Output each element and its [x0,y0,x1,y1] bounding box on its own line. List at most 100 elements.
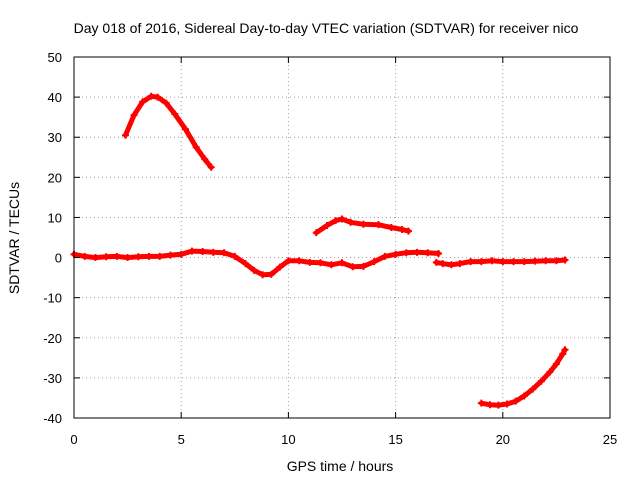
plot-frame [73,56,611,419]
y-tick-label: 50 [48,50,62,65]
data-point [267,270,275,278]
data-point [477,258,485,266]
data-point [552,360,560,368]
data-point [113,252,121,260]
x-tick-label: 25 [603,432,617,447]
data-point [561,256,569,264]
data-point [434,250,442,258]
data-point [495,401,503,409]
data-point [259,271,267,279]
y-tick-label: 20 [48,170,62,185]
data-point [209,248,217,256]
data-point [387,223,395,231]
data-point [561,346,569,354]
data-point [147,92,155,100]
data-point [546,368,554,376]
data-point [404,227,412,235]
series-layer [70,92,569,409]
data-point [231,252,239,260]
data-point [488,257,496,265]
data-point [192,143,200,151]
data-point [447,261,455,269]
ticks: 0 5 10 15 20 25 -40 -30 -20 -10 0 10 20 30 40 50 [43,50,617,447]
data-point [392,250,400,258]
data-point [156,252,164,260]
data-point [332,217,340,225]
data-point [242,260,250,268]
data-point [181,125,189,133]
series-arc-upper-left [121,92,215,171]
data-point [398,225,406,233]
y-tick-label: 40 [48,90,62,105]
y-tick-label: -20 [43,331,62,346]
y-tick-label: -30 [43,371,62,386]
x-tick-label: 0 [70,432,77,447]
data-point [413,248,421,256]
y-tick-label: 10 [48,210,62,225]
data-point [91,254,99,262]
data-point [199,248,207,256]
data-point [439,260,447,268]
series-line [313,216,411,236]
data-point [559,350,567,358]
data-point [306,258,314,266]
data-point [359,220,367,228]
data-point [537,377,545,385]
data-point [124,254,132,262]
data-point [207,163,215,171]
x-tick-label: 15 [388,432,402,447]
data-point [312,229,320,237]
chart-title: Day 018 of 2016, Sidereal Day-to-day VTE… [74,20,579,36]
data-point [121,131,129,139]
data-point [381,252,389,260]
data-point [424,249,432,257]
data-point [188,247,196,255]
data-point [102,253,110,261]
data-point [432,258,440,266]
y-tick-label: 0 [55,251,62,266]
y-tick-label: -10 [43,291,62,306]
data-point [531,257,539,265]
data-point [499,258,507,266]
data-point [171,110,179,118]
data-point [139,98,147,106]
data-point [374,221,382,229]
data-point [134,253,142,261]
data-point [220,249,228,257]
data-point [276,263,284,271]
data-point [284,257,292,265]
data-point [552,257,560,265]
series-arc-lower-right [477,346,569,409]
data-point [201,155,209,163]
data-point [520,392,528,400]
data-point [166,251,174,259]
series-baseline-a [70,247,442,279]
data-point [250,266,258,274]
data-point [154,93,162,101]
series-baseline-b [432,256,569,269]
data-point [542,257,550,265]
data-point [349,263,357,271]
data-point [327,261,335,269]
data-point [529,385,537,393]
data-point [347,218,355,226]
data-point [510,258,518,266]
data-point [486,401,494,409]
data-point [467,258,475,266]
x-tick-label: 10 [281,432,295,447]
data-point [295,257,303,265]
data-point [512,397,520,405]
x-tick-label: 5 [178,432,185,447]
x-axis-label: GPS time / hours [287,458,394,474]
data-point [177,250,185,258]
data-point [370,258,378,266]
data-point [81,252,89,260]
data-point [520,258,528,266]
data-point [503,400,511,408]
x-tick-label: 20 [496,432,510,447]
data-point [456,260,464,268]
data-point [338,259,346,267]
data-point [317,259,325,267]
